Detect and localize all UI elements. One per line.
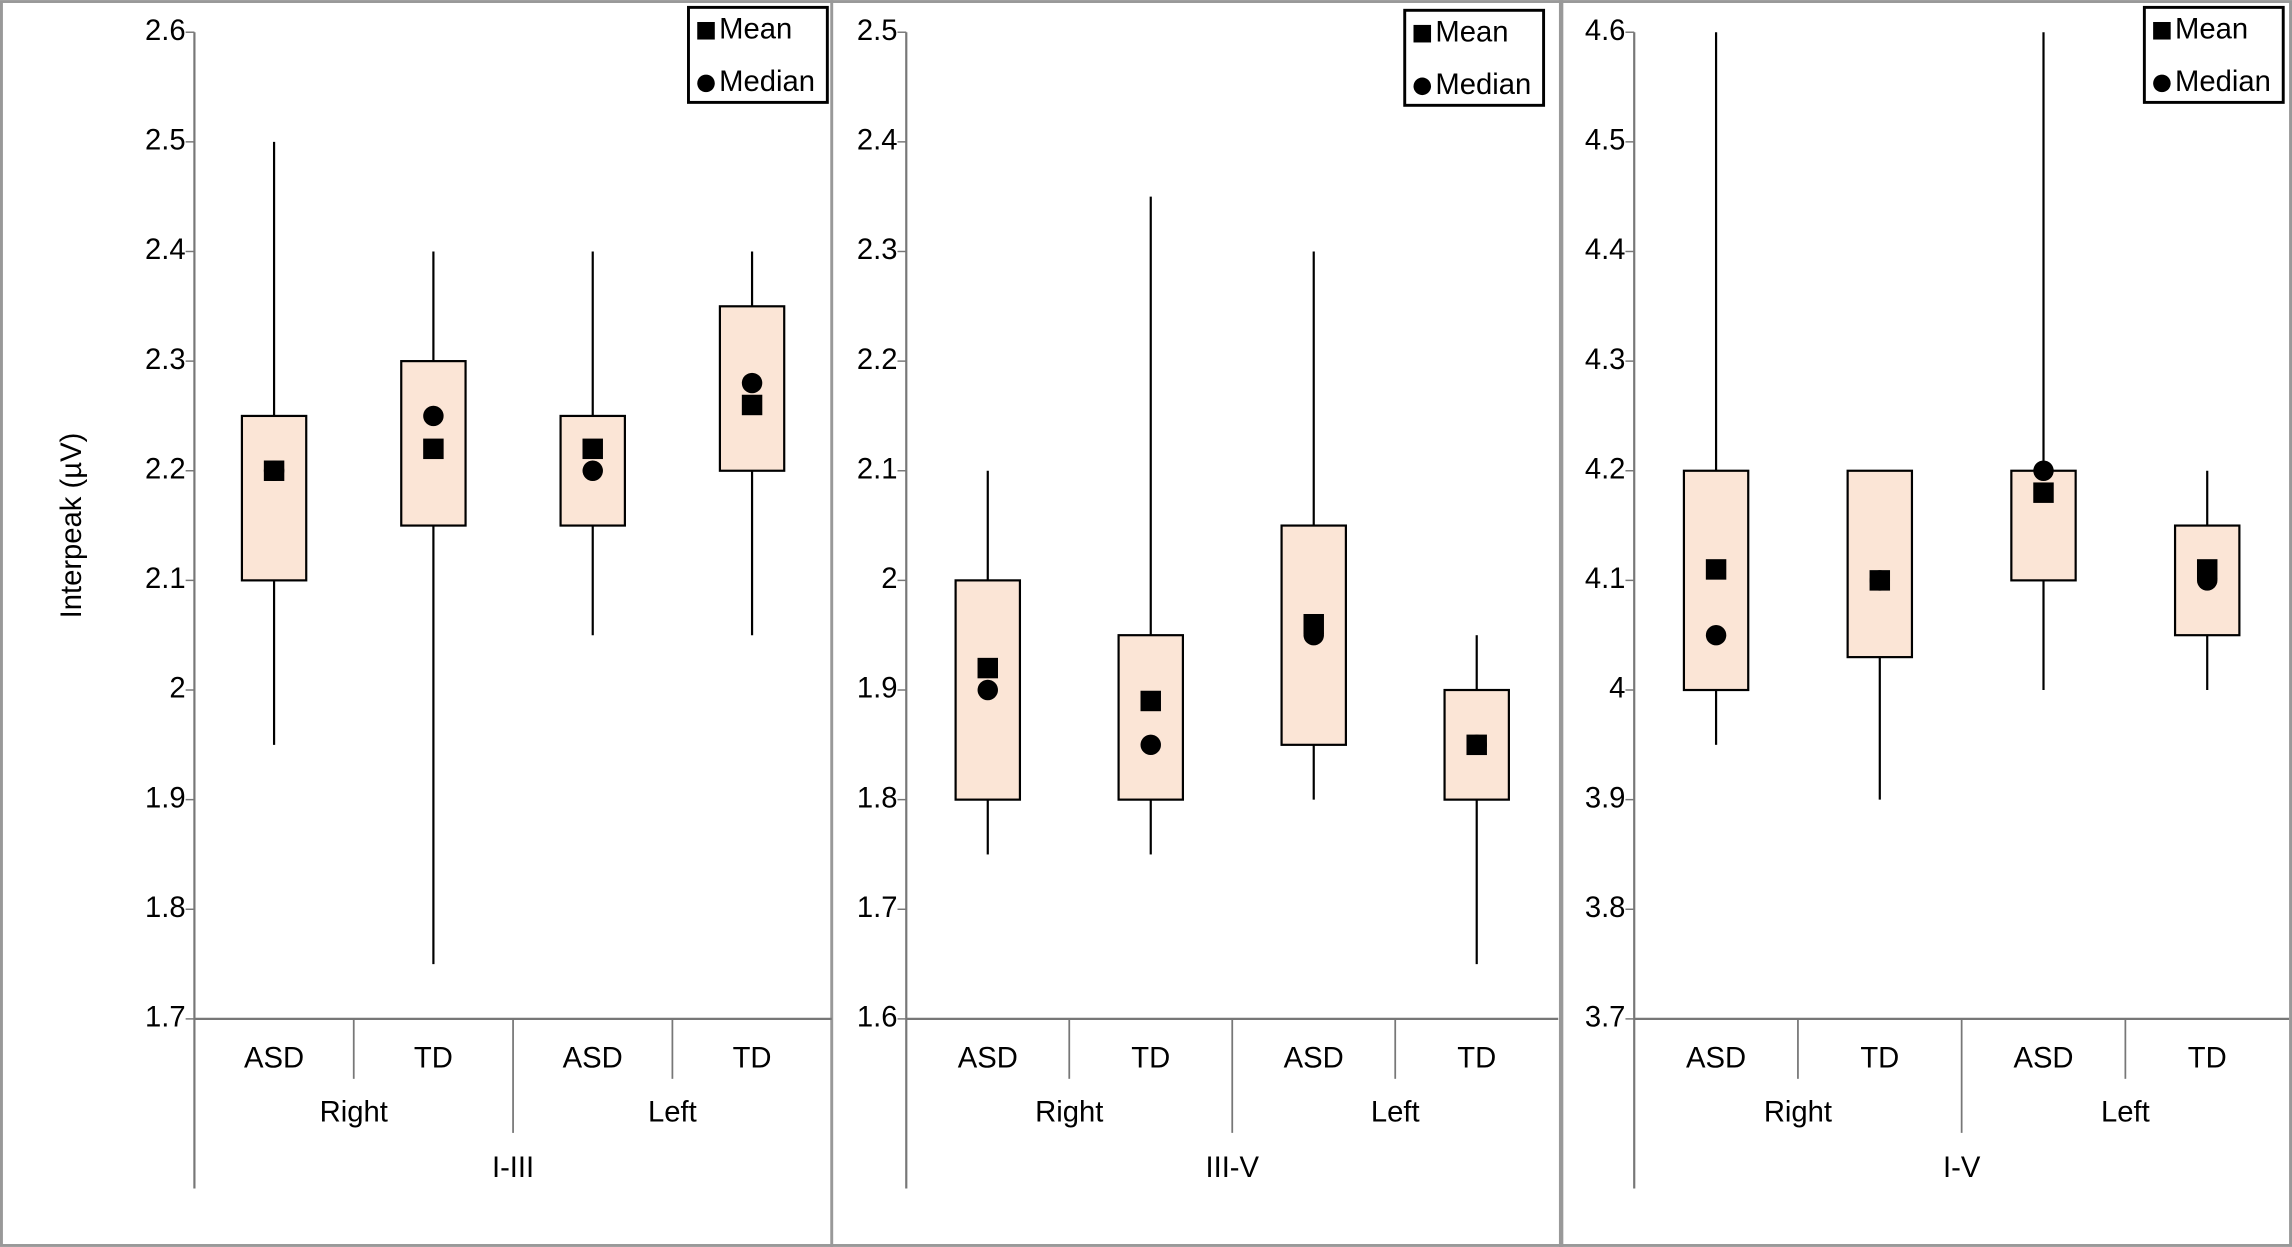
mean-marker [1869,570,1891,591]
median-marker [741,372,763,394]
legend-label: Median [2175,66,2271,98]
x-tick-label: ASD [2013,1043,2073,1075]
y-tick-label: 2.3 [857,234,898,266]
x-tick-label: TD [1457,1043,1496,1075]
x-tick-label: TD [1860,1043,1899,1075]
y-tick-label: 2.1 [857,453,898,485]
y-tick-label: 4.1 [1585,563,1626,595]
x-tick-label: TD [733,1043,772,1075]
y-tick-label: 3.8 [1585,892,1626,924]
median-marker [1140,734,1161,756]
mean-marker [1303,613,1324,635]
mean-marker [741,394,763,416]
box [240,414,308,582]
median-marker [2033,460,2054,481]
y-tick-label: 4.3 [1585,344,1626,376]
x-tick-label: TD [1131,1043,1170,1075]
mean-marker [977,657,998,679]
y-tick-label: 4.4 [1585,234,1626,266]
mean-marker [423,438,444,460]
y-tick-label: 2.5 [145,125,186,157]
x-tick-label: TD [414,1043,453,1075]
panel-label: III-V [1205,1152,1259,1184]
y-tick-label: 4.5 [1585,125,1626,157]
group-label: Left [648,1097,697,1129]
y-tick-label: 1.9 [145,782,186,814]
legend-label: Mean [719,13,792,45]
y-tick-label: 1.7 [145,1002,186,1034]
y-tick-label: 3.9 [1585,782,1626,814]
y-tick-label: 2.3 [145,344,186,376]
legend-mean-swatch [697,21,715,40]
legend-median-swatch [1413,77,1432,96]
y-tick-label: 1.6 [857,1002,898,1034]
mean-marker [2033,482,2054,503]
y-tick-label: 2.1 [145,563,186,595]
mean-marker [1140,690,1161,712]
y-tick-label: 1.8 [145,892,186,924]
median-marker [1705,624,1727,646]
y-tick-label: 2.5 [857,15,898,47]
median-marker [582,460,603,481]
legend-label: Mean [1435,16,1508,48]
y-axis-title: Interpeak (µV) [56,433,88,619]
legend-label: Median [719,66,815,98]
mean-marker [1705,559,1727,580]
x-tick-label: ASD [1686,1043,1746,1075]
x-tick-label: TD [2188,1043,2227,1075]
y-tick-label: 2 [169,673,185,705]
legend-median-swatch [2153,74,2171,93]
mean-marker [263,460,285,481]
y-tick-label: 2.2 [857,344,898,376]
y-tick-label: 4.2 [1585,453,1626,485]
legend-label: Median [1435,69,1531,101]
x-tick-label: ASD [958,1043,1018,1075]
y-tick-label: 2.2 [145,453,186,485]
y-tick-label: 1.9 [857,673,898,705]
box [1117,634,1185,801]
panel-label: I-V [1943,1152,1981,1184]
group-label: Left [1371,1097,1420,1129]
group-label: Left [2101,1097,2150,1129]
legend-mean-swatch [1413,24,1432,43]
y-tick-label: 4 [1609,673,1625,705]
x-tick-label: ASD [563,1043,623,1075]
median-marker [977,679,998,701]
box [1682,469,1750,692]
y-tick-label: 2.4 [857,125,898,157]
group-label: Right [1764,1097,1832,1129]
mean-marker [2196,559,2218,580]
y-tick-label: 1.7 [857,892,898,924]
box [1846,469,1914,659]
x-tick-label: ASD [1284,1043,1344,1075]
y-tick-label: 4.6 [1585,15,1626,47]
legend-median-swatch [697,74,715,93]
y-tick-label: 3.7 [1585,1002,1626,1034]
legend-mean-swatch [2153,21,2171,40]
x-tick-label: ASD [244,1043,304,1075]
mean-marker [1466,734,1487,756]
panel-label: I-III [492,1152,534,1184]
y-tick-label: 1.8 [857,782,898,814]
y-tick-label: 2.4 [145,234,186,266]
group-label: Right [1035,1097,1103,1129]
median-marker [423,405,444,427]
group-label: Right [320,1097,388,1129]
mean-marker [582,438,603,460]
y-tick-label: 2.6 [145,15,186,47]
y-tick-label: 2 [881,563,897,595]
legend-label: Mean [2175,13,2248,45]
